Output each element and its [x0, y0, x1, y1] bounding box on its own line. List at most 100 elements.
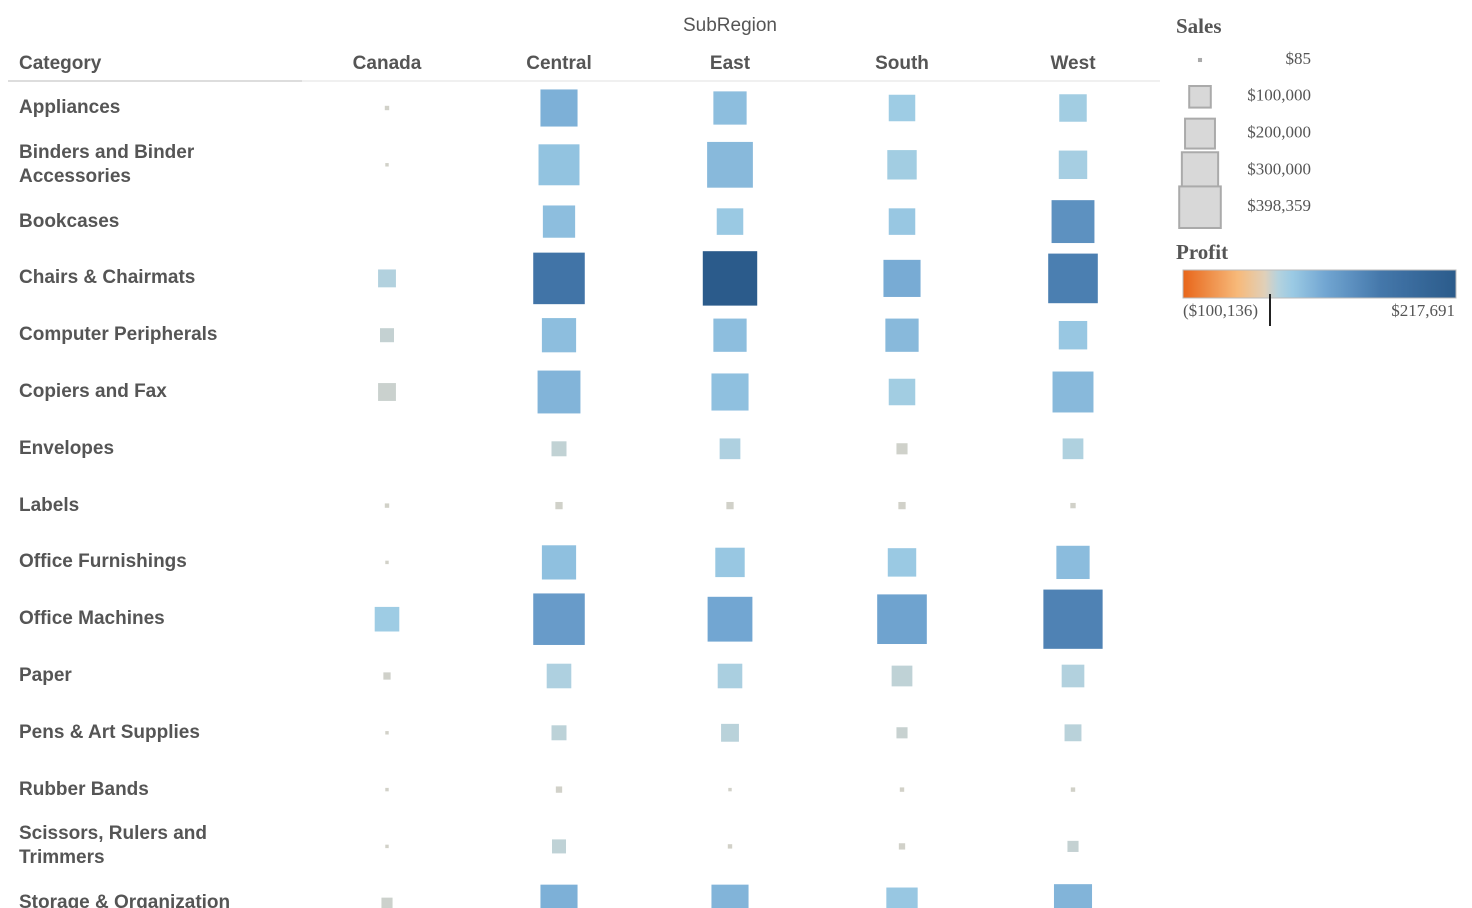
sales-square: [383, 672, 391, 680]
size-legend-square: [1197, 57, 1203, 63]
sales-square: [1062, 438, 1084, 460]
sales-square: [551, 725, 567, 741]
color-max-label: $217,691: [1391, 301, 1455, 320]
sales-square: [537, 370, 581, 414]
sales-square: [886, 887, 918, 908]
sales-square: [887, 548, 917, 577]
sales-square: [726, 501, 734, 510]
sales-square: [551, 839, 567, 854]
sales-square: [1056, 545, 1090, 580]
sales-square: [898, 843, 906, 850]
sales-square: [1058, 150, 1088, 180]
size-legend-label: $100,000: [1247, 86, 1311, 105]
sales-square: [533, 593, 585, 645]
sales-square: [378, 383, 396, 401]
sales-square: [711, 373, 749, 411]
row-label: Computer Peripherals: [19, 324, 218, 346]
sales-square: [888, 94, 916, 122]
sales-square: [1058, 320, 1088, 350]
size-legend-label: $300,000: [1247, 159, 1311, 178]
sales-square: [713, 91, 747, 125]
sales-square: [716, 208, 744, 235]
sales-square: [541, 318, 577, 353]
sales-square: [1070, 787, 1076, 792]
row-label: Scissors, Rulers and Trimmers: [19, 823, 207, 869]
size-legend-label: $398,359: [1247, 196, 1311, 215]
sales-square: [896, 727, 908, 739]
sales-square: [707, 596, 753, 642]
size-legend-label: $85: [1286, 49, 1312, 68]
sales-square: [384, 105, 390, 111]
sales-square: [1061, 664, 1085, 688]
row-label: Copiers and Fax: [19, 381, 167, 402]
row-label: Bookcases: [19, 210, 120, 232]
row-label: Envelopes: [19, 437, 115, 459]
column-label: Canada: [353, 53, 422, 74]
sales-square: [1051, 200, 1095, 244]
sales-square: [717, 663, 743, 689]
sales-square: [707, 141, 753, 188]
sales-square: [885, 318, 919, 352]
sales-square: [546, 663, 572, 689]
sales-square: [888, 378, 916, 406]
sales-square: [378, 269, 396, 288]
sales-square: [551, 441, 567, 457]
sales-square: [702, 251, 758, 306]
sales-square: [715, 547, 745, 578]
row-label: Office Machines: [19, 608, 165, 630]
row-label: Chairs & Chairmats: [19, 267, 196, 289]
sales-square: [555, 786, 563, 793]
sales-square: [891, 665, 913, 687]
sales-square: [1059, 94, 1087, 122]
column-label: Central: [526, 53, 591, 74]
row-label: Rubber Bands: [19, 778, 149, 800]
sales-square: [381, 897, 393, 908]
row-label: Pens & Art Supplies: [19, 721, 200, 743]
color-ramp: [1182, 269, 1457, 299]
sales-square: [713, 318, 747, 352]
sales-square: [538, 144, 580, 186]
sales-square: [540, 89, 578, 127]
column-label: West: [1050, 53, 1096, 74]
row-label: Appliances: [19, 97, 121, 118]
sales-square: [385, 844, 389, 849]
color-min-label: ($100,136): [1183, 301, 1258, 320]
sales-square: [877, 594, 927, 645]
row-label: Labels: [19, 494, 80, 516]
sales-square: [374, 606, 400, 632]
size-legend-square: [1180, 151, 1220, 190]
sales-square: [719, 438, 741, 460]
sales-square: [542, 205, 576, 238]
sales-square: [1070, 502, 1076, 509]
color-legend-title: Profit: [1176, 240, 1228, 264]
column-header: SubRegion: [683, 15, 777, 36]
sales-square: [711, 884, 749, 908]
sales-square: [728, 787, 732, 792]
sales-square: [883, 259, 921, 297]
sales-square: [1052, 371, 1094, 413]
sales-square: [385, 787, 389, 792]
row-label: Binders and Binder Accessories: [19, 141, 195, 187]
sales-square: [1043, 589, 1103, 649]
sales-square: [385, 163, 389, 167]
sales-square: [1048, 253, 1098, 304]
sales-square: [898, 501, 906, 510]
row-label: Office Furnishings: [19, 551, 187, 573]
sales-square: [888, 208, 916, 235]
size-legend-square: [1184, 117, 1216, 150]
sales-square: [727, 844, 733, 849]
sales-square: [896, 443, 908, 455]
sales-square: [1067, 840, 1079, 852]
size-legend-square: [1178, 185, 1222, 229]
sales-square: [379, 328, 395, 343]
sales-square: [540, 884, 578, 908]
sales-square: [899, 787, 905, 792]
size-legend-label: $200,000: [1247, 123, 1311, 142]
column-label: East: [710, 53, 751, 74]
row-header: Category: [19, 53, 102, 74]
size-legend-title: Sales: [1176, 14, 1222, 38]
sales-square: [1053, 884, 1093, 908]
sales-square: [385, 560, 389, 565]
